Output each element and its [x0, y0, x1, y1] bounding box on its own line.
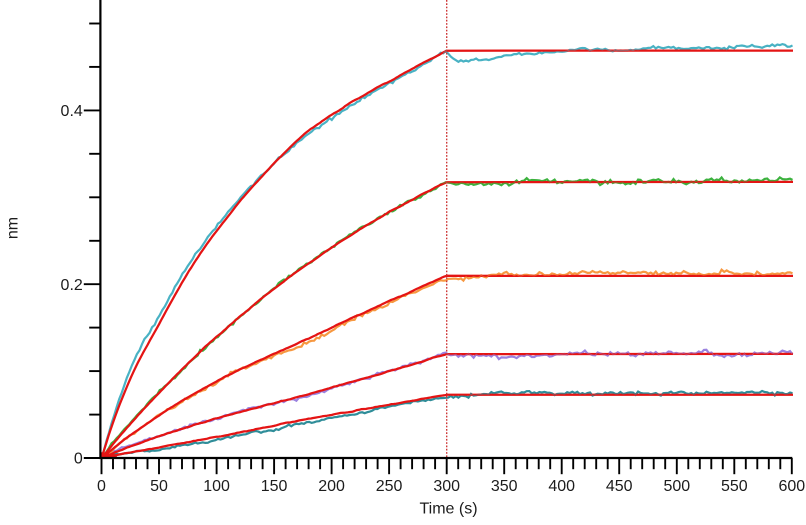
svg-text:300: 300 — [433, 478, 460, 495]
svg-text:0: 0 — [97, 478, 106, 495]
svg-text:0: 0 — [74, 451, 83, 468]
svg-text:nm: nm — [5, 217, 22, 239]
svg-text:200: 200 — [318, 478, 345, 495]
svg-text:100: 100 — [203, 478, 230, 495]
svg-text:600: 600 — [778, 478, 805, 495]
svg-text:0.4: 0.4 — [61, 103, 83, 120]
svg-text:550: 550 — [721, 478, 748, 495]
svg-text:400: 400 — [548, 478, 575, 495]
svg-text:50: 50 — [150, 478, 168, 495]
svg-text:500: 500 — [663, 478, 690, 495]
svg-text:150: 150 — [261, 478, 288, 495]
svg-text:250: 250 — [376, 478, 403, 495]
svg-text:Time (s): Time (s) — [419, 501, 477, 518]
svg-text:0.2: 0.2 — [61, 277, 83, 294]
svg-text:450: 450 — [606, 478, 633, 495]
svg-text:350: 350 — [491, 478, 518, 495]
